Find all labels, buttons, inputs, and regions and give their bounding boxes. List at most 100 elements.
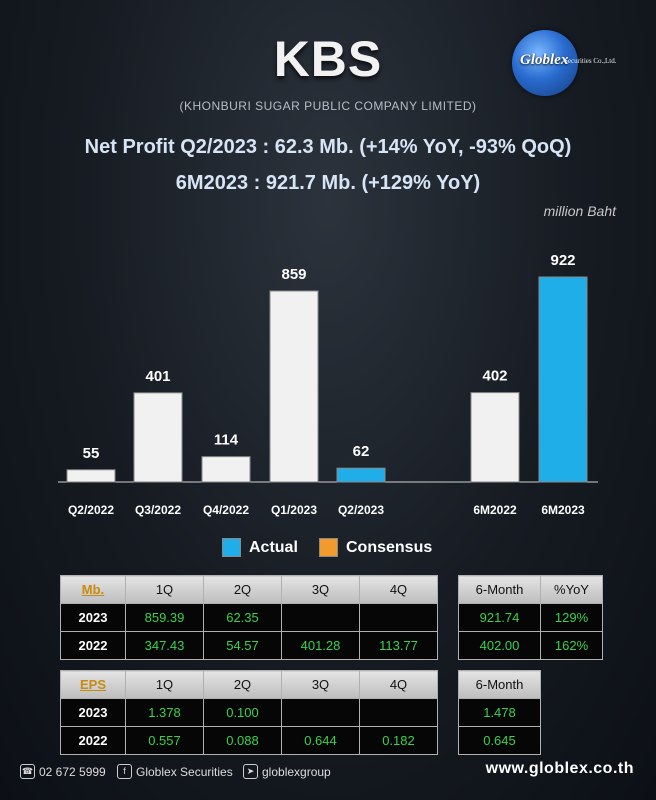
table-cell: 0.100	[203, 698, 282, 727]
phone-icon: ☎	[20, 764, 35, 779]
header-cell: 3Q	[281, 670, 360, 699]
table-header-row: 6-Month %YoY	[458, 575, 603, 604]
table-cell	[359, 698, 438, 727]
bar-q3-2022	[133, 392, 183, 483]
row-label: 2022	[60, 726, 126, 755]
category-label: Q1/2023	[271, 503, 317, 517]
data-label: 62	[353, 443, 370, 460]
table-cell: 0.182	[359, 726, 438, 755]
table-cell: 921.74	[458, 603, 541, 632]
bar-q4-2022	[201, 456, 251, 483]
table-cell	[281, 603, 360, 632]
logo-text: Globlex	[520, 52, 569, 68]
table-row: 2023 859.39 62.35	[60, 603, 438, 632]
globlex-logo	[512, 30, 578, 96]
net-profit-table: Mb. 1Q 2Q 3Q 4Q 2023 859.39 62.35 2022 3…	[60, 575, 438, 660]
bar-q2-2023	[336, 467, 386, 483]
table-cell: 62.35	[203, 603, 282, 632]
telegram-icon: ➤	[243, 764, 258, 779]
data-label: 402	[482, 368, 507, 385]
category-label: Q2/2023	[338, 503, 384, 517]
data-label: 114	[214, 432, 239, 449]
header-cell: 2Q	[203, 575, 282, 604]
bar-6m2023	[538, 276, 588, 483]
facebook-icon: f	[117, 764, 132, 779]
table-cell: 1.378	[125, 698, 204, 727]
data-label: 922	[550, 252, 575, 269]
header-cell: 4Q	[359, 575, 438, 604]
company-name: (KHONBURI SUGAR PUBLIC COMPANY LIMITED)	[179, 99, 477, 113]
table-cell: 0.644	[281, 726, 360, 755]
table-cell: 347.43	[125, 631, 204, 660]
ticker-title: KBS	[273, 31, 383, 87]
header-cell: 1Q	[125, 575, 204, 604]
category-label: Q3/2022	[135, 503, 181, 517]
table-cell: 859.39	[125, 603, 204, 632]
header-cell: 1Q	[125, 670, 204, 699]
bar-chart: 55 Q2/2022 401 Q3/2022 114 Q4/2022 859 Q1/2023 6…	[58, 252, 598, 517]
logo-subtext: Securities Co.,Ltd.	[564, 57, 617, 65]
data-label: 859	[281, 266, 306, 283]
header-cell: 6-Month	[458, 670, 541, 699]
bar-6m2022	[470, 392, 520, 483]
table-header-row: EPS 1Q 2Q 3Q 4Q	[60, 670, 438, 699]
table-header-row: Mb. 1Q 2Q 3Q 4Q	[60, 575, 438, 604]
category-label: 6M2023	[541, 503, 585, 517]
table-row: 2022 347.43 54.57 401.28 113.77	[60, 631, 438, 660]
table-cell: 129%	[540, 603, 603, 632]
footer-facebook[interactable]: f Globlex Securities	[117, 764, 233, 779]
header-cell: 2Q	[203, 670, 282, 699]
header-cell: 3Q	[281, 575, 360, 604]
data-label: 55	[83, 445, 100, 462]
legend-label-consensus: Consensus	[346, 538, 433, 556]
legend-label-actual: Actual	[249, 538, 298, 556]
table-header-row: 6-Month	[458, 670, 541, 699]
row-label: 2023	[60, 698, 126, 727]
header-cell: 6-Month	[458, 575, 541, 604]
table-cell	[281, 698, 360, 727]
table-row: 0.645	[458, 726, 541, 755]
bar-q1-2023	[269, 290, 319, 483]
footer-telegram[interactable]: ➤ globlexgroup	[243, 764, 331, 779]
facebook-label: Globlex Securities	[136, 764, 233, 779]
footer: ☎ 02 672 5999 f Globlex Securities ➤ glo…	[0, 758, 656, 788]
legend-item-actual: Actual	[222, 538, 298, 557]
row-label: 2023	[60, 603, 126, 632]
eps-table: EPS 1Q 2Q 3Q 4Q 2023 1.378 0.100 2022 0.…	[60, 670, 438, 755]
table-cell: 0.557	[125, 726, 204, 755]
legend-swatch-consensus	[319, 538, 338, 557]
table-cell: 401.28	[281, 631, 360, 660]
table-corner-eps: EPS	[60, 670, 126, 699]
headline-6m: 6M2023 : 921.7 Mb. (+129% YoY)	[175, 172, 481, 194]
table-cell	[359, 603, 438, 632]
category-label: 6M2022	[473, 503, 517, 517]
table-cell: 0.645	[458, 726, 541, 755]
table-row: 402.00 162%	[458, 631, 603, 660]
telegram-label: globlexgroup	[262, 764, 331, 779]
website-link[interactable]: www.globlex.co.th	[485, 760, 634, 777]
net-profit-6m-table: 6-Month %YoY 921.74 129% 402.00 162%	[458, 575, 603, 660]
table-row: 2023 1.378 0.100	[60, 698, 438, 727]
legend-item-consensus: Consensus	[319, 538, 432, 557]
header-cell: 4Q	[359, 670, 438, 699]
table-corner-mb: Mb.	[60, 575, 126, 604]
header-cell: %YoY	[540, 575, 603, 604]
table-cell: 113.77	[359, 631, 438, 660]
phone-number: 02 672 5999	[39, 764, 106, 779]
footer-phone: ☎ 02 672 5999	[20, 764, 106, 779]
row-label: 2022	[60, 631, 126, 660]
table-cell: 0.088	[203, 726, 282, 755]
unit-label: million Baht	[543, 203, 616, 219]
table-row: 1.478	[458, 698, 541, 727]
eps-6m-table: 6-Month 1.478 0.645	[458, 670, 541, 755]
category-label: Q4/2022	[203, 503, 249, 517]
table-cell: 162%	[540, 631, 603, 660]
table-cell: 54.57	[203, 631, 282, 660]
data-label: 401	[145, 368, 170, 385]
table-cell: 402.00	[458, 631, 541, 660]
legend-swatch-actual	[222, 538, 241, 557]
bar-q2-2022	[66, 469, 116, 483]
table-cell: 1.478	[458, 698, 541, 727]
table-row: 2022 0.557 0.088 0.644 0.182	[60, 726, 438, 755]
category-label: Q2/2022	[68, 503, 114, 517]
